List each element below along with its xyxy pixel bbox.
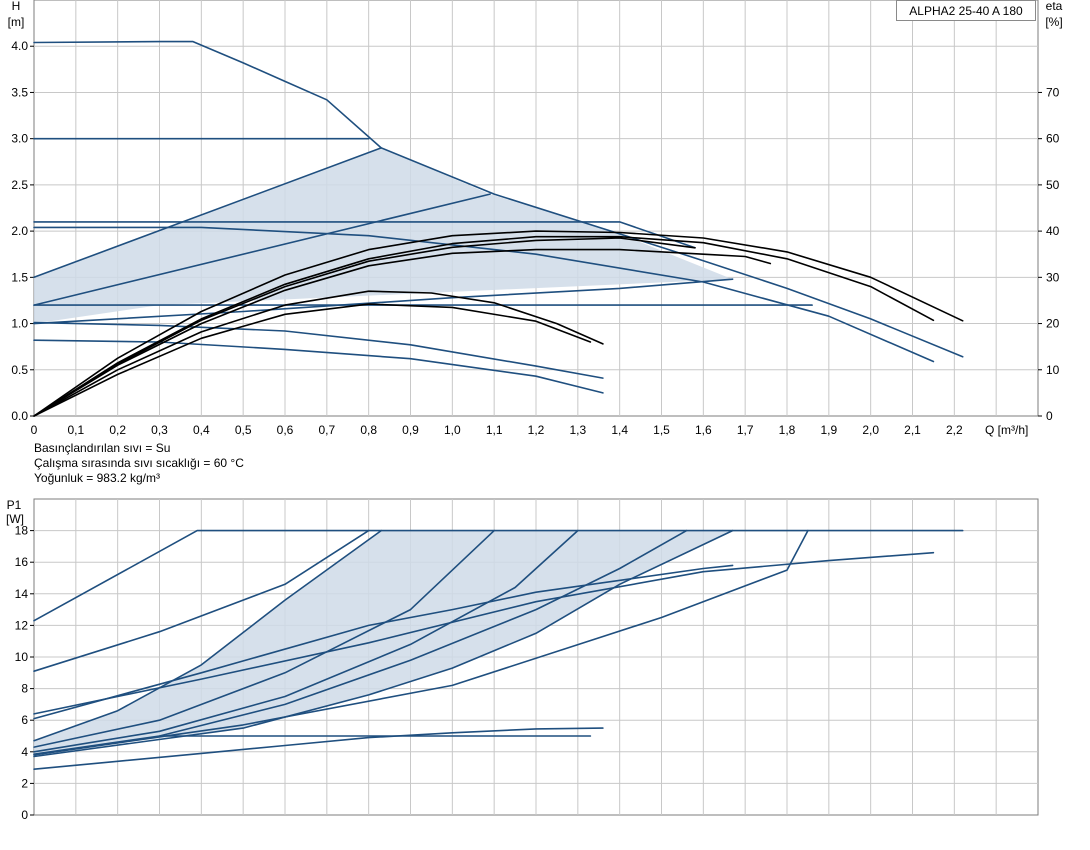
x-tick-label: 1,2 [528, 423, 545, 437]
y-tick-label: 16 [15, 555, 29, 569]
y-tick-label: 14 [15, 587, 29, 601]
efficiency-curve [33, 237, 696, 417]
x-tick-label: 0,8 [360, 423, 377, 437]
power-curve [33, 564, 734, 720]
x-tick-label: 1,3 [569, 423, 586, 437]
head-curve [33, 321, 604, 379]
y2-tick-label: 30 [1046, 270, 1060, 284]
y2-tick-label: 0 [1046, 409, 1053, 423]
y-tick-label: 0.0 [11, 409, 28, 423]
x-tick-label: 1,9 [820, 423, 837, 437]
x-tick-label: 0,7 [318, 423, 335, 437]
y-tick-label: 3.0 [11, 132, 28, 146]
y-tick-label: 12 [15, 618, 29, 632]
head-curve [33, 193, 491, 306]
head-efficiency-plot: H [m] eta [%] Q [m³/h] 0.0 0.5 1.0 1.5 2.0 2.… [8, 0, 1063, 437]
x-tick-label: 2,1 [904, 423, 921, 437]
x-tick-label: 1,7 [737, 423, 754, 437]
x-tick-label: 0,1 [67, 423, 84, 437]
y-tick-label: 18 [15, 524, 29, 538]
x-tick-label: 0,9 [402, 423, 419, 437]
efficiency-curve [33, 303, 592, 417]
x-tick-label: 2,0 [862, 423, 879, 437]
efficiency-curve [33, 248, 772, 417]
power-axis-title: P1 [7, 498, 22, 512]
temperature-note: Çalışma sırasında sıvı sıcaklığı = 60 °C [34, 456, 244, 470]
power-curve [33, 529, 734, 758]
x-tick-label: 0,4 [193, 423, 210, 437]
power-curve [33, 727, 604, 770]
x-tick-label: 2,2 [946, 423, 963, 437]
head-curve [33, 147, 382, 279]
model-label: ALPHA2 25-40 A 180 [896, 0, 1036, 21]
y-tick-label: 0.5 [11, 363, 28, 377]
y2-tick-label: 40 [1046, 224, 1060, 238]
x-tick-label: 0,3 [151, 423, 168, 437]
y-tick-label: 1.0 [11, 317, 28, 331]
x-tick-label: 0,6 [277, 423, 294, 437]
efficiency-axis-title: eta [1046, 0, 1063, 13]
x-tick-label: 1,1 [486, 423, 503, 437]
power-curve [33, 529, 370, 672]
x-tick-label: 0,5 [235, 423, 252, 437]
x-tick-label: 1,0 [444, 423, 461, 437]
power-curve [33, 529, 495, 748]
x-tick-label: 1,4 [611, 423, 628, 437]
y2-tick-label: 70 [1046, 85, 1060, 99]
efficiency-curve [33, 290, 604, 417]
x-tick-label: 1,8 [779, 423, 796, 437]
y-tick-label: 6 [21, 713, 28, 727]
y-tick-label: 2.5 [11, 178, 28, 192]
y2-tick-label: 60 [1046, 132, 1060, 146]
y-tick-label: 3.5 [11, 85, 28, 99]
y2-tick-label: 50 [1046, 178, 1060, 192]
efficiency-curve [33, 230, 964, 417]
y-tick-label: 0 [21, 808, 28, 822]
power-curve [33, 529, 382, 742]
efficiency-curve [33, 235, 935, 417]
flow-axis-title: Q [m³/h] [985, 423, 1028, 437]
head-curve [33, 339, 604, 394]
y2-tick-label: 10 [1046, 363, 1060, 377]
power-curve [33, 551, 935, 715]
x-tick-label: 1,5 [653, 423, 670, 437]
y-tick-label: 2 [21, 776, 28, 790]
y-tick-label: 4 [21, 745, 28, 759]
power-axis-unit: [W] [6, 512, 24, 526]
y-tick-label: 8 [21, 682, 28, 696]
power-curve [33, 529, 579, 753]
x-tick-label: 1,6 [695, 423, 712, 437]
operating-region [34, 147, 733, 324]
liquid-note: Basınçlandırılan sıvı = Su [34, 441, 171, 455]
x-tick-label: 0,2 [109, 423, 126, 437]
y-tick-label: 1.5 [11, 270, 28, 284]
efficiency-axis-unit: [%] [1045, 15, 1062, 29]
y-tick-label: 4.0 [11, 39, 28, 53]
head-curve [33, 221, 696, 249]
head-curve [33, 226, 935, 363]
x-tick-label: 0 [31, 423, 38, 437]
power-curve [33, 529, 964, 622]
head-axis-unit: [m] [8, 15, 25, 29]
y-tick-label: 2.0 [11, 224, 28, 238]
density-note: Yoğunluk = 983.2 kg/m³ [34, 471, 160, 485]
operating-region [34, 530, 733, 754]
y2-tick-label: 20 [1046, 317, 1060, 331]
head-curve [33, 278, 734, 325]
power-plot: P1 [W] 0 2 4 6 8 10 12 14 16 18 [6, 498, 1039, 822]
y-tick-label: 10 [15, 650, 29, 664]
head-axis-title: H [12, 0, 21, 13]
